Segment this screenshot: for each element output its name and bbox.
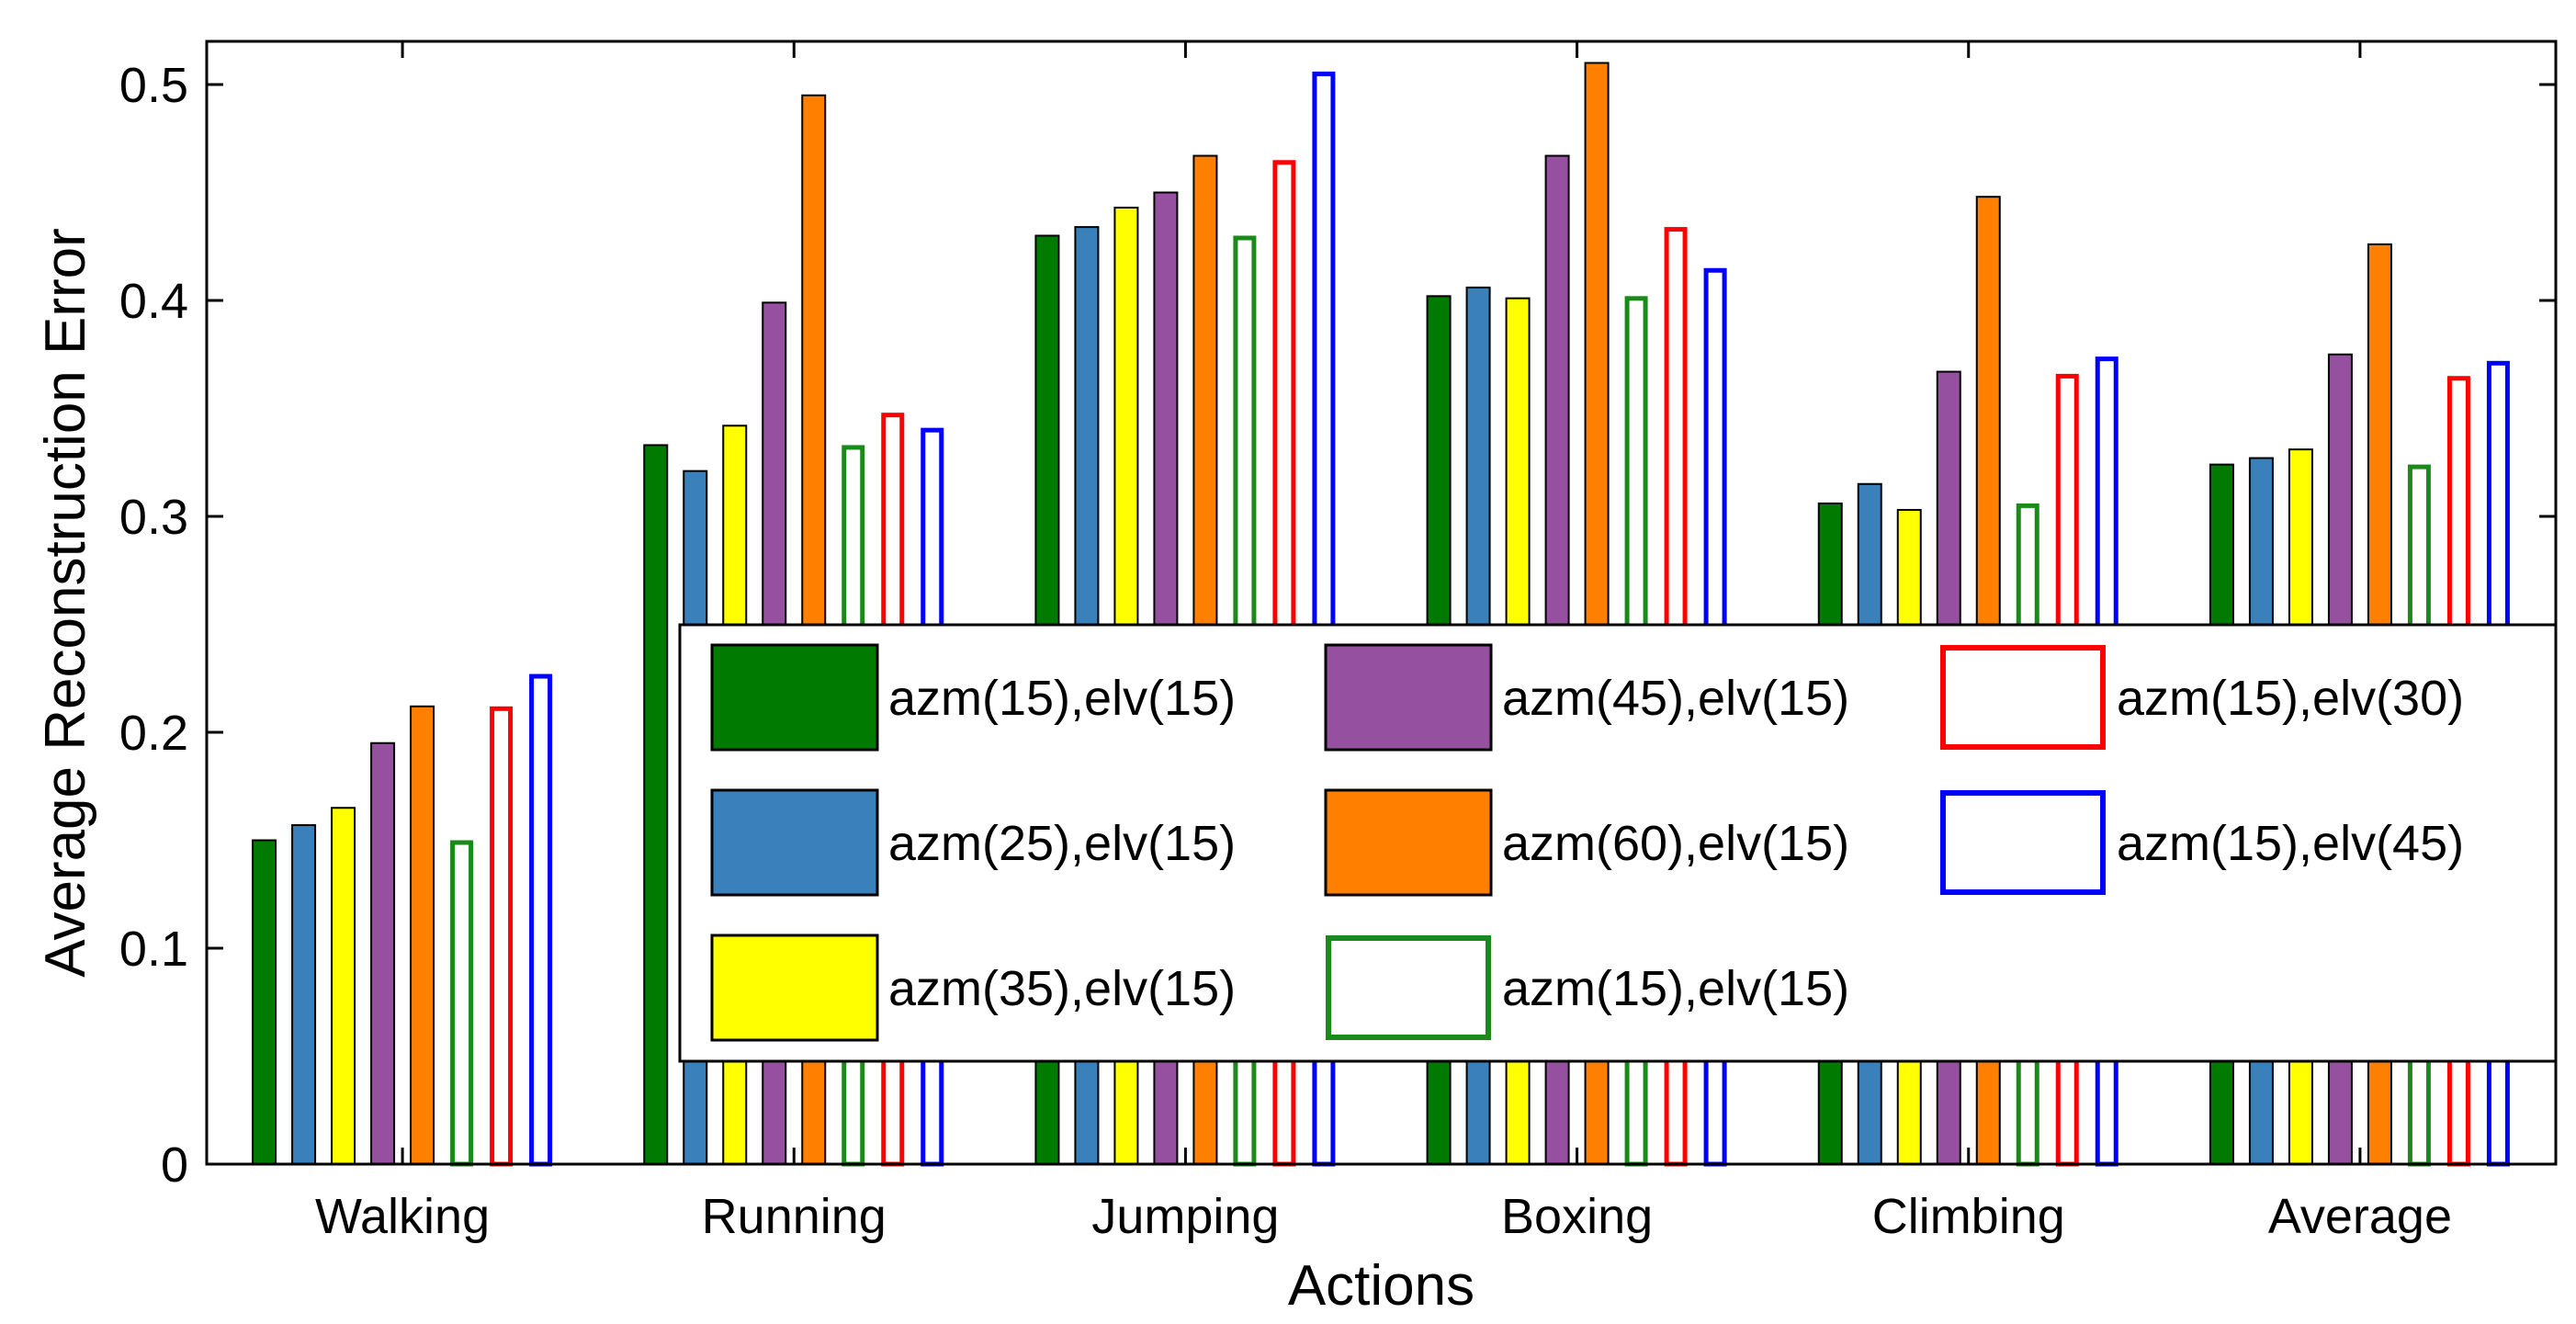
legend-box xyxy=(678,623,2558,1063)
legend: azm(15),elv(15) azm(25),elv(15) azm(35),el… xyxy=(678,623,2558,1063)
x-tick-label-average: Average xyxy=(2268,1189,2452,1244)
bar-4-walking xyxy=(410,705,435,1165)
y-axis: 0 0.1 0.2 0.3 0.4 0.5 xyxy=(119,58,2556,1193)
x-tick-label-jumping: Jumping xyxy=(1091,1189,1279,1244)
x-tick-label-climbing: Climbing xyxy=(1872,1189,2065,1244)
bar-0-running xyxy=(643,444,669,1165)
bar-0-walking xyxy=(252,839,277,1165)
y-tick-label: 0.3 xyxy=(119,490,188,545)
legend-swatch-5 xyxy=(1326,935,1491,1040)
legend-label-1: azm(25),elv(15) xyxy=(888,816,1236,871)
x-tick-label-boxing: Boxing xyxy=(1501,1189,1653,1244)
legend-label-5: azm(15),elv(15) xyxy=(1502,961,1849,1016)
y-tick-label: 0.2 xyxy=(119,706,188,761)
x-tick-label-running: Running xyxy=(702,1189,887,1244)
legend-swatch-3 xyxy=(1324,643,1493,752)
legend-label-3: azm(45),elv(15) xyxy=(1502,671,1849,726)
legend-label-0: azm(15),elv(15) xyxy=(888,671,1236,726)
bar-2-walking xyxy=(331,807,356,1165)
x-axis-title: Actions xyxy=(1288,1254,1474,1318)
x-axis: Walking Running Jumping Boxing Climbing Avera… xyxy=(315,41,2452,1244)
legend-swatch-1 xyxy=(710,788,879,897)
plot-frame xyxy=(205,40,2558,1166)
legend-label-6: azm(15),elv(30) xyxy=(2117,671,2464,726)
legend-swatch-4 xyxy=(1324,788,1493,897)
y-tick-label: 0.5 xyxy=(119,58,188,113)
bar-1-walking xyxy=(291,824,317,1165)
bar-3-walking xyxy=(370,741,396,1165)
y-tick-label: 0 xyxy=(161,1137,188,1193)
x-tick-label-walking: Walking xyxy=(315,1189,490,1244)
y-tick-label: 0.1 xyxy=(119,922,188,977)
legend-label-4: azm(60),elv(15) xyxy=(1502,816,1849,871)
legend-swatch-2 xyxy=(710,934,879,1042)
legend-label-2: azm(35),elv(15) xyxy=(888,961,1236,1016)
y-tick-label: 0.4 xyxy=(119,274,188,329)
legend-swatch-7 xyxy=(1940,790,2106,895)
legend-label-7: azm(15),elv(45) xyxy=(2117,816,2464,871)
y-axis-title: Average Reconstruction Error xyxy=(34,228,97,978)
legend-swatch-6 xyxy=(1940,645,2106,750)
legend-swatch-0 xyxy=(710,643,879,752)
